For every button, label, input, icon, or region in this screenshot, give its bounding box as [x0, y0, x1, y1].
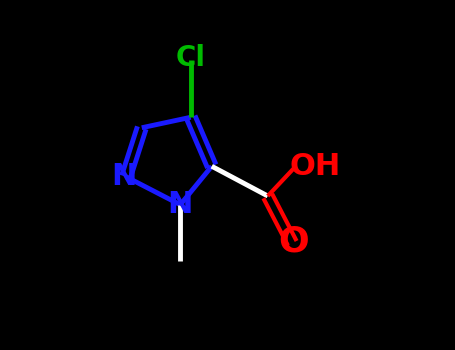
- Text: O: O: [278, 224, 309, 259]
- Text: N: N: [111, 162, 137, 191]
- Text: OH: OH: [289, 152, 341, 181]
- Text: Cl: Cl: [176, 44, 206, 72]
- Text: N: N: [167, 190, 193, 219]
